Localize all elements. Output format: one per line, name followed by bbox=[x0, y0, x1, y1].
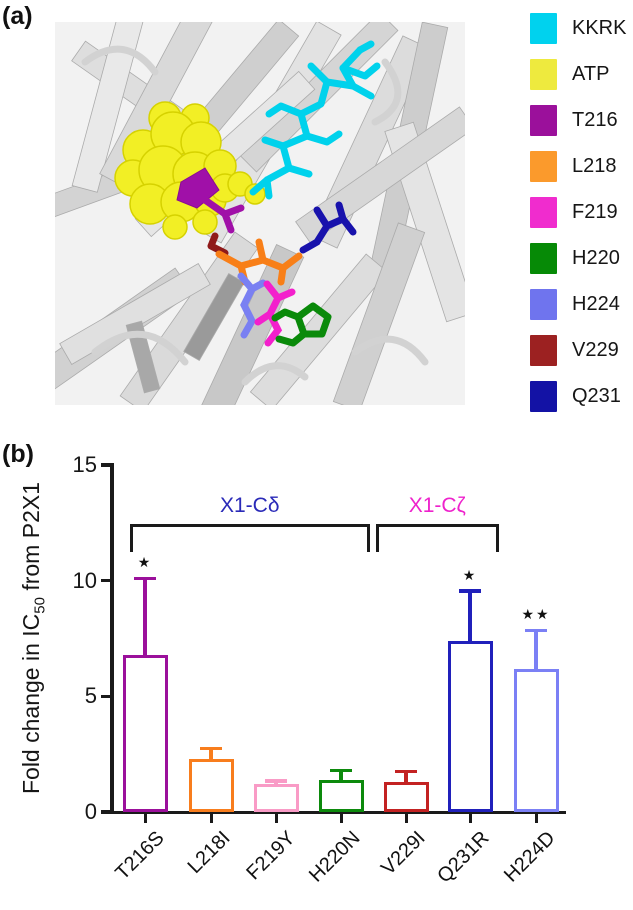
legend-swatch-h224 bbox=[530, 289, 557, 320]
y-tick bbox=[101, 810, 110, 814]
legend-label: KKRK bbox=[572, 17, 627, 39]
x-tick bbox=[274, 813, 278, 823]
legend-label: H224 bbox=[572, 293, 620, 315]
legend-swatch-kkrk bbox=[530, 13, 557, 44]
error-bar-cap bbox=[265, 779, 287, 783]
error-bar-cap bbox=[459, 589, 481, 593]
bar-l218i bbox=[188, 758, 234, 812]
t216-residue bbox=[176, 167, 245, 234]
ribbon-loops bbox=[81, 45, 429, 386]
bar-h220n bbox=[318, 779, 364, 812]
legend-swatch-v229 bbox=[530, 335, 557, 366]
y-tick-label: 0 bbox=[84, 799, 97, 824]
legend-item: KKRK bbox=[530, 13, 626, 44]
y-axis-title-text: Fold change in IC bbox=[18, 613, 44, 795]
atp-spheres bbox=[114, 101, 266, 240]
error-bar bbox=[339, 770, 343, 780]
significance-marker: ★★ bbox=[521, 606, 551, 623]
x-tick bbox=[339, 813, 343, 823]
legend-label: ATP bbox=[572, 63, 610, 85]
x-tick bbox=[404, 813, 408, 823]
bar-h224d bbox=[513, 668, 559, 812]
error-bar-cap bbox=[395, 769, 417, 774]
legend-label: Q231 bbox=[572, 385, 621, 407]
kkrk-sticks bbox=[249, 40, 381, 200]
y-axis-title-subscript: 50 bbox=[31, 597, 49, 614]
legend-label: V229 bbox=[572, 339, 619, 361]
legend-swatch-t216 bbox=[530, 105, 557, 136]
protein-structure-image bbox=[55, 22, 465, 405]
y-tick-label: 15 bbox=[72, 452, 97, 477]
error-bar bbox=[404, 771, 408, 782]
group-bracket bbox=[375, 524, 499, 552]
q231-residue bbox=[299, 201, 357, 254]
legend-item: Q231 bbox=[530, 381, 626, 412]
legend-swatch-atp bbox=[530, 59, 557, 90]
legend-swatch-f219 bbox=[530, 197, 557, 228]
f219-residue bbox=[254, 280, 296, 347]
y-axis-title-text: from P2X1 bbox=[18, 482, 44, 598]
y-axis-line bbox=[110, 463, 114, 814]
legend-item: ATP bbox=[530, 59, 626, 90]
legend-label: F219 bbox=[572, 201, 618, 223]
legend-label: L218 bbox=[572, 155, 617, 177]
bar-f219y bbox=[253, 784, 299, 812]
group-label: X1-Cδ bbox=[219, 494, 280, 517]
error-bar-cap bbox=[134, 576, 156, 581]
l218-residue bbox=[215, 238, 303, 286]
error-bar bbox=[209, 748, 213, 759]
legend-item: T216 bbox=[530, 105, 626, 136]
v229-residue bbox=[207, 232, 229, 257]
y-tick-label: 10 bbox=[72, 567, 97, 593]
y-axis-title: Fold change in IC50 from P2X1 bbox=[16, 438, 49, 838]
legend-label: T216 bbox=[572, 109, 618, 131]
y-tick-label: 5 bbox=[84, 683, 97, 709]
x-axis-line bbox=[110, 810, 566, 814]
x-tick bbox=[143, 813, 147, 823]
h224-residue bbox=[237, 272, 267, 339]
legend-swatch-h220 bbox=[530, 243, 557, 274]
y-tick bbox=[101, 463, 110, 467]
significance-marker: ★ bbox=[462, 567, 478, 584]
legend-item: L218 bbox=[530, 151, 626, 182]
error-bar-cap bbox=[330, 768, 352, 773]
legend-swatch-q231 bbox=[530, 381, 557, 412]
error-bar bbox=[468, 591, 472, 641]
x-tick bbox=[534, 813, 538, 823]
bar-v229i bbox=[383, 781, 429, 812]
legend-item: V229 bbox=[530, 335, 626, 366]
bar-t216s bbox=[122, 654, 168, 812]
legend-item: H224 bbox=[530, 289, 626, 320]
legend-item: F219 bbox=[530, 197, 626, 228]
group-bracket bbox=[130, 524, 370, 552]
error-bar-cap bbox=[200, 746, 222, 751]
panel-a-label: (a) bbox=[2, 2, 33, 30]
error-bar bbox=[534, 630, 538, 669]
legend-swatch-l218 bbox=[530, 151, 557, 182]
x-tick bbox=[209, 813, 213, 823]
error-bar-cap bbox=[525, 628, 547, 633]
significance-marker: ★ bbox=[137, 554, 153, 571]
h220-residue bbox=[271, 302, 332, 347]
x-tick bbox=[468, 813, 472, 823]
bar-q231r bbox=[447, 640, 493, 812]
structure-legend: KKRK ATP T216 L218 F219 H220 H224 V229 Q231 bbox=[530, 13, 626, 427]
group-label: X1-Cζ bbox=[408, 494, 466, 517]
legend-label: H220 bbox=[572, 247, 620, 269]
panel-b-label: (b) bbox=[2, 440, 34, 468]
y-tick bbox=[101, 694, 110, 699]
error-bar bbox=[143, 578, 147, 655]
y-tick bbox=[101, 578, 110, 583]
legend-item: H220 bbox=[530, 243, 626, 274]
